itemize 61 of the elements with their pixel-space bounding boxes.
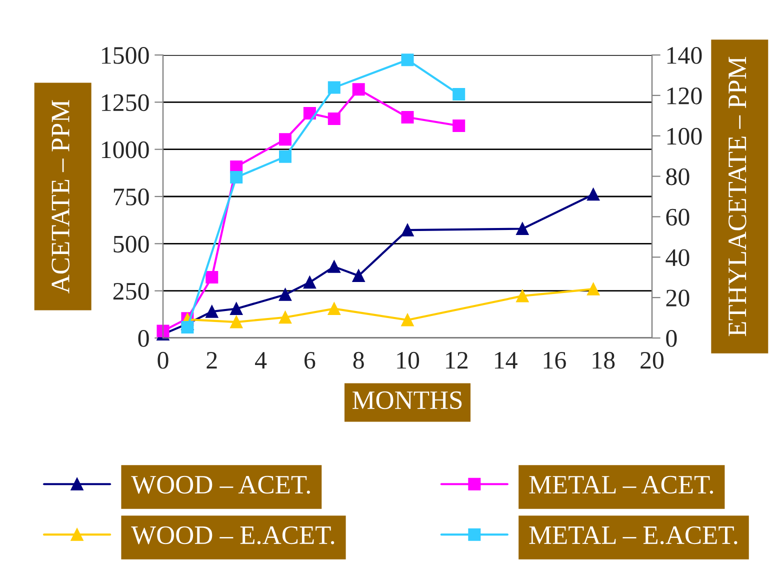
y2-tick-label: 60 xyxy=(666,208,690,226)
y-tick-label: 750 xyxy=(114,188,149,206)
point xyxy=(279,133,292,146)
point xyxy=(328,260,340,273)
y-axis-title: ACETATE – PPM xyxy=(52,100,70,294)
legend-label: WOOD – ACET. xyxy=(131,476,310,494)
point xyxy=(230,171,243,184)
point xyxy=(352,269,365,282)
point xyxy=(516,222,529,236)
x-axis-title: MONTHS xyxy=(352,391,462,410)
point xyxy=(206,271,218,284)
point xyxy=(401,314,414,326)
y2-tick-label: 80 xyxy=(666,168,690,186)
point xyxy=(279,150,292,163)
point xyxy=(401,54,414,66)
legend-label: METAL – E.ACET. xyxy=(529,526,738,544)
y-tick-label: 1000 xyxy=(102,141,149,158)
x-tick-label: 10 xyxy=(397,352,420,369)
y2-tick-label: 100 xyxy=(667,128,702,145)
y-tick-label: 500 xyxy=(114,236,149,253)
x-tick-label: 20 xyxy=(640,352,664,369)
point xyxy=(352,83,365,96)
y-tick-label: 0 xyxy=(138,330,149,347)
y2-axis-title: ETHYLACETATE – PPM xyxy=(728,56,746,336)
y2-tick-label: 140 xyxy=(667,47,702,64)
point xyxy=(303,107,316,120)
point xyxy=(181,321,194,334)
x-tick-label: 16 xyxy=(544,352,566,369)
y2-tick-label: 0 xyxy=(666,330,677,347)
point xyxy=(279,311,292,324)
point xyxy=(401,224,414,236)
legend-label: METAL – ACET. xyxy=(529,476,714,494)
point xyxy=(206,305,218,318)
y-tick-label: 1500 xyxy=(102,47,149,64)
point xyxy=(279,288,292,301)
x-tick-label: 4 xyxy=(255,352,267,369)
y2-tick-label: 120 xyxy=(667,87,702,104)
point xyxy=(230,316,243,328)
point xyxy=(328,81,340,94)
point xyxy=(516,290,529,302)
y-tick-label: 250 xyxy=(113,282,149,300)
point xyxy=(452,120,466,132)
point xyxy=(230,302,243,316)
point xyxy=(328,112,340,126)
x-tick-label: 0 xyxy=(158,352,168,369)
point xyxy=(452,88,466,100)
y2-tick-label: 20 xyxy=(666,290,690,306)
y-tick-label: 1250 xyxy=(102,94,149,112)
point xyxy=(401,111,414,124)
x-tick-label: 8 xyxy=(353,352,364,369)
x-tick-label: 14 xyxy=(495,352,518,369)
point xyxy=(328,302,340,315)
x-tick-label: 12 xyxy=(446,352,468,369)
legend-label: WOOD – E.ACET. xyxy=(131,526,334,544)
point xyxy=(587,188,600,201)
x-tick-label: 2 xyxy=(206,352,217,369)
x-tick-label: 18 xyxy=(592,352,615,369)
point xyxy=(587,282,600,296)
x-tick-label: 6 xyxy=(304,352,316,369)
point xyxy=(303,276,316,289)
y2-tick-label: 40 xyxy=(666,249,690,266)
